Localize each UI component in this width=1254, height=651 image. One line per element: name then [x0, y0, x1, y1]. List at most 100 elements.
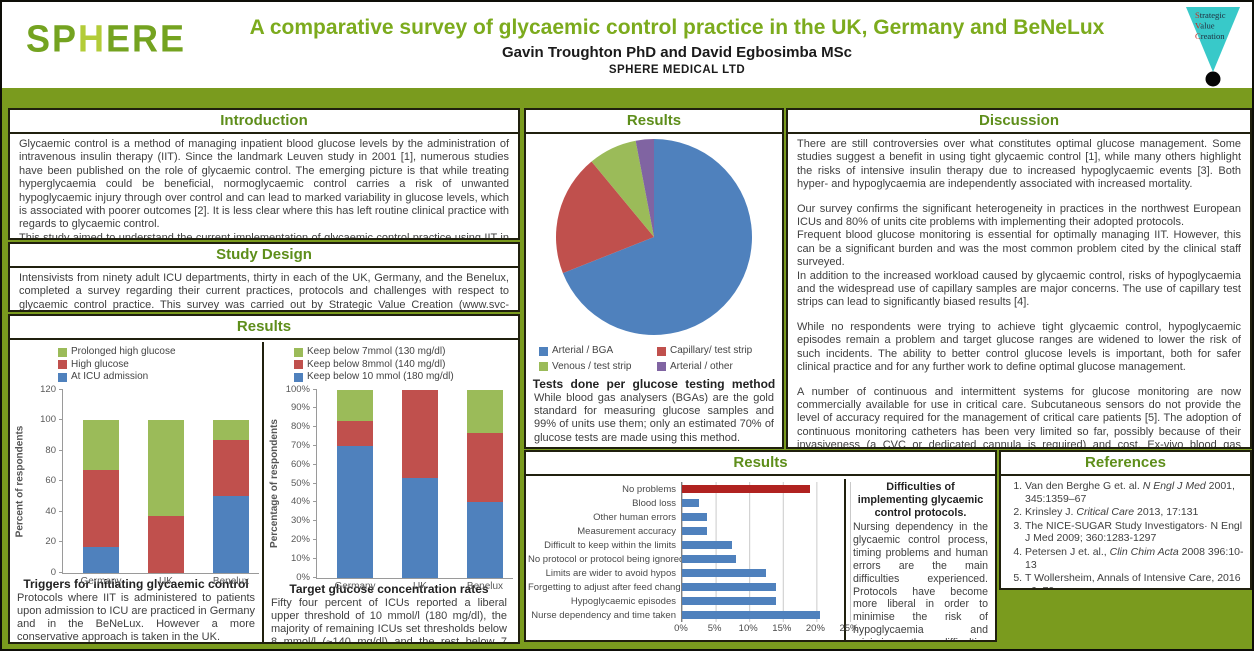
hbar-row: Blood loss — [528, 496, 851, 510]
discussion-body: There are still controversies over what … — [788, 134, 1250, 449]
pie-slice — [556, 161, 654, 274]
hbar-row: Other human errors — [528, 510, 851, 524]
svg-text:Value: Value — [1195, 21, 1215, 31]
hbar-category-label: Blood loss — [632, 497, 676, 509]
legend-item: Keep below 10 mmol (180 mg/dl) — [294, 371, 512, 384]
x-tick-label: 15% — [772, 623, 792, 634]
legend-item: Arterial / other — [657, 361, 769, 374]
y-tick-label: 40 — [45, 505, 56, 517]
legend-swatch — [294, 347, 303, 357]
stacked-bar — [467, 389, 503, 578]
hbar-plot-area — [681, 566, 851, 580]
y-tick-mark — [313, 463, 317, 465]
page-title: A comparative survey of glycaemic contro… — [249, 16, 1105, 39]
results-bars-panel: Results Prolonged high glucose High gluco… — [8, 314, 520, 644]
y-tick-mark — [313, 538, 317, 540]
y-axis-label: Percentage of respondents — [268, 419, 280, 548]
references-title: References — [1001, 452, 1250, 476]
y-tick-label: 100% — [285, 383, 310, 395]
paragraph-group: Our survey confirms the significant hete… — [797, 203, 1241, 310]
legend-item: Keep below 8mmol (140 mg/dl) — [294, 359, 512, 372]
hbar-plot-area — [681, 552, 851, 566]
legend-label: Capillary/ test strip — [670, 345, 753, 356]
results-pie-panel: Results Arterial / BGA Capillary/ test st… — [524, 108, 784, 449]
references-panel: References Van den Berghe G et. al. N En… — [999, 450, 1252, 590]
hbar-category-label: Limits are wider to avoid hypos — [545, 567, 676, 579]
legend-label: Prolonged high glucose — [71, 346, 176, 357]
hbar-plot-area — [681, 594, 851, 608]
legend-label: Keep below 10 mmol (180 mg/dl) — [307, 371, 454, 382]
paragraph: While no respondents were trying to achi… — [797, 320, 1241, 374]
chart-plot: Percent of respondents 0 20 40 60 80 100 120 Ger… — [15, 384, 259, 587]
study-design-panel: Study Design Intensivists from ninety ad… — [8, 242, 520, 312]
y-tick-mark — [59, 541, 63, 542]
paragraph: Frequent blood glucose monitoring is ess… — [797, 229, 1241, 269]
hbar-category-label: No protocol or protocol being ignored — [528, 553, 681, 565]
bar-segment — [402, 477, 438, 578]
paragraph: There are still controversies over what … — [797, 138, 1241, 191]
hbar-category-label: Hypoglycaemic episodes — [570, 595, 676, 607]
legend-label: Venous / test strip — [552, 360, 632, 372]
stacked-bar — [337, 389, 373, 578]
bar-segment — [467, 389, 503, 433]
legend-label: Arterial / BGA — [552, 345, 614, 356]
sphere-logo: SPHERE — [26, 16, 187, 60]
y-tick-mark — [59, 449, 63, 451]
hbar-x-axis: 0% 5% 10% 15% 20% 25% — [674, 622, 858, 635]
y-tick-label: 10% — [290, 552, 310, 564]
y-tick-label: 40% — [290, 496, 310, 508]
paragraph: A number of continuous and intermittent … — [797, 385, 1241, 449]
x-category-label: UK — [159, 575, 173, 587]
legend-item: Capillary/ test strip — [657, 345, 769, 358]
bar-segment — [467, 502, 503, 578]
legend-swatch — [657, 346, 666, 356]
header-center: A comparative survey of glycaemic contro… — [182, 10, 1172, 76]
pie-slice — [635, 139, 654, 237]
legend-swatch — [58, 347, 67, 357]
paragraph: Glycaemic control is a method of managin… — [19, 138, 509, 231]
bar-segment — [337, 389, 373, 422]
y-tick-label: 50% — [290, 477, 310, 489]
reference-item: Krinsley J. Critical Care 2013, 17:131 — [1025, 506, 1246, 519]
hbar-bar — [682, 597, 777, 605]
pie-caption-title: Tests done per glucose testing method — [532, 377, 776, 391]
legend-item: At ICU admission — [58, 371, 260, 384]
legend-swatch — [294, 360, 303, 370]
hbar-plot-area — [681, 580, 851, 594]
legend-swatch — [294, 372, 303, 382]
hbar-row: No protocol or protocol being ignored — [528, 552, 851, 566]
legend-item: Keep below 7mmol (130 mg/dl) — [294, 346, 512, 359]
hbar-plot-area — [681, 482, 851, 496]
y-tick-mark — [59, 419, 63, 420]
y-tick-label: 0% — [296, 571, 310, 583]
x-tick-label: 5% — [707, 623, 722, 634]
bar-segment — [213, 439, 249, 497]
pie-slice — [591, 140, 654, 237]
chart-plot: Percentage of respondents 0% 10% 20% 30% 40% 5… — [269, 384, 513, 592]
hbar-row: Hypoglycaemic episodes — [528, 594, 851, 608]
hbar-plot-area — [681, 608, 851, 622]
paragraph: In addition to the increased workload ca… — [797, 269, 1241, 309]
hbar-category-label: No problems — [622, 483, 676, 495]
difficulties-text-block: Difficulties of implementing glycaemic c… — [844, 479, 995, 640]
hbar-category-label: Difficult to keep within the limits — [544, 539, 676, 551]
y-tick-mark — [313, 426, 317, 428]
results-difficulties-title: Results — [526, 452, 995, 476]
y-tick-label: 90% — [290, 402, 310, 414]
bar-segment — [402, 389, 438, 478]
legend-label: Keep below 8mmol (140 mg/dl) — [307, 358, 446, 370]
x-category-label: UK — [413, 580, 427, 592]
hbar-category-label: Other human errors — [593, 511, 676, 523]
hbar-row: Measurement accuracy — [528, 524, 851, 538]
bar-segment — [337, 445, 373, 578]
targets-chart-block: Keep below 7mmol (130 mg/dl) Keep below 8… — [262, 342, 514, 642]
bar-segment — [148, 420, 184, 517]
poster-board: Introduction Glycaemic control is a meth… — [2, 88, 1252, 649]
authors-line: Gavin Troughton PhD and David Egbosimba … — [501, 44, 853, 61]
hbar-bar — [682, 485, 810, 493]
paragraph-group: A number of continuous and intermittent … — [797, 385, 1241, 449]
introduction-body: Glycaemic control is a method of managin… — [10, 134, 518, 238]
reference-item: Van den Berghe G et. al. N Engl J Med 20… — [1025, 480, 1246, 505]
discussion-panel: Discussion There are still controversies… — [786, 108, 1252, 449]
